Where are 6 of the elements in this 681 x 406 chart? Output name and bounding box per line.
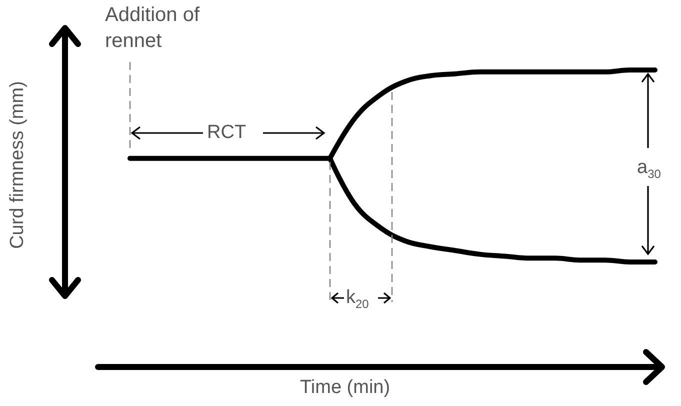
annotation: a$_{30}$: [637, 156, 661, 183]
annotation: RCT: [207, 121, 246, 145]
y-axis-title: Curd firmness (mm): [6, 80, 29, 251]
text: k$_{20}$: [346, 286, 369, 313]
text: Addition of rennet: [105, 3, 200, 54]
text: Time (min): [300, 376, 390, 400]
